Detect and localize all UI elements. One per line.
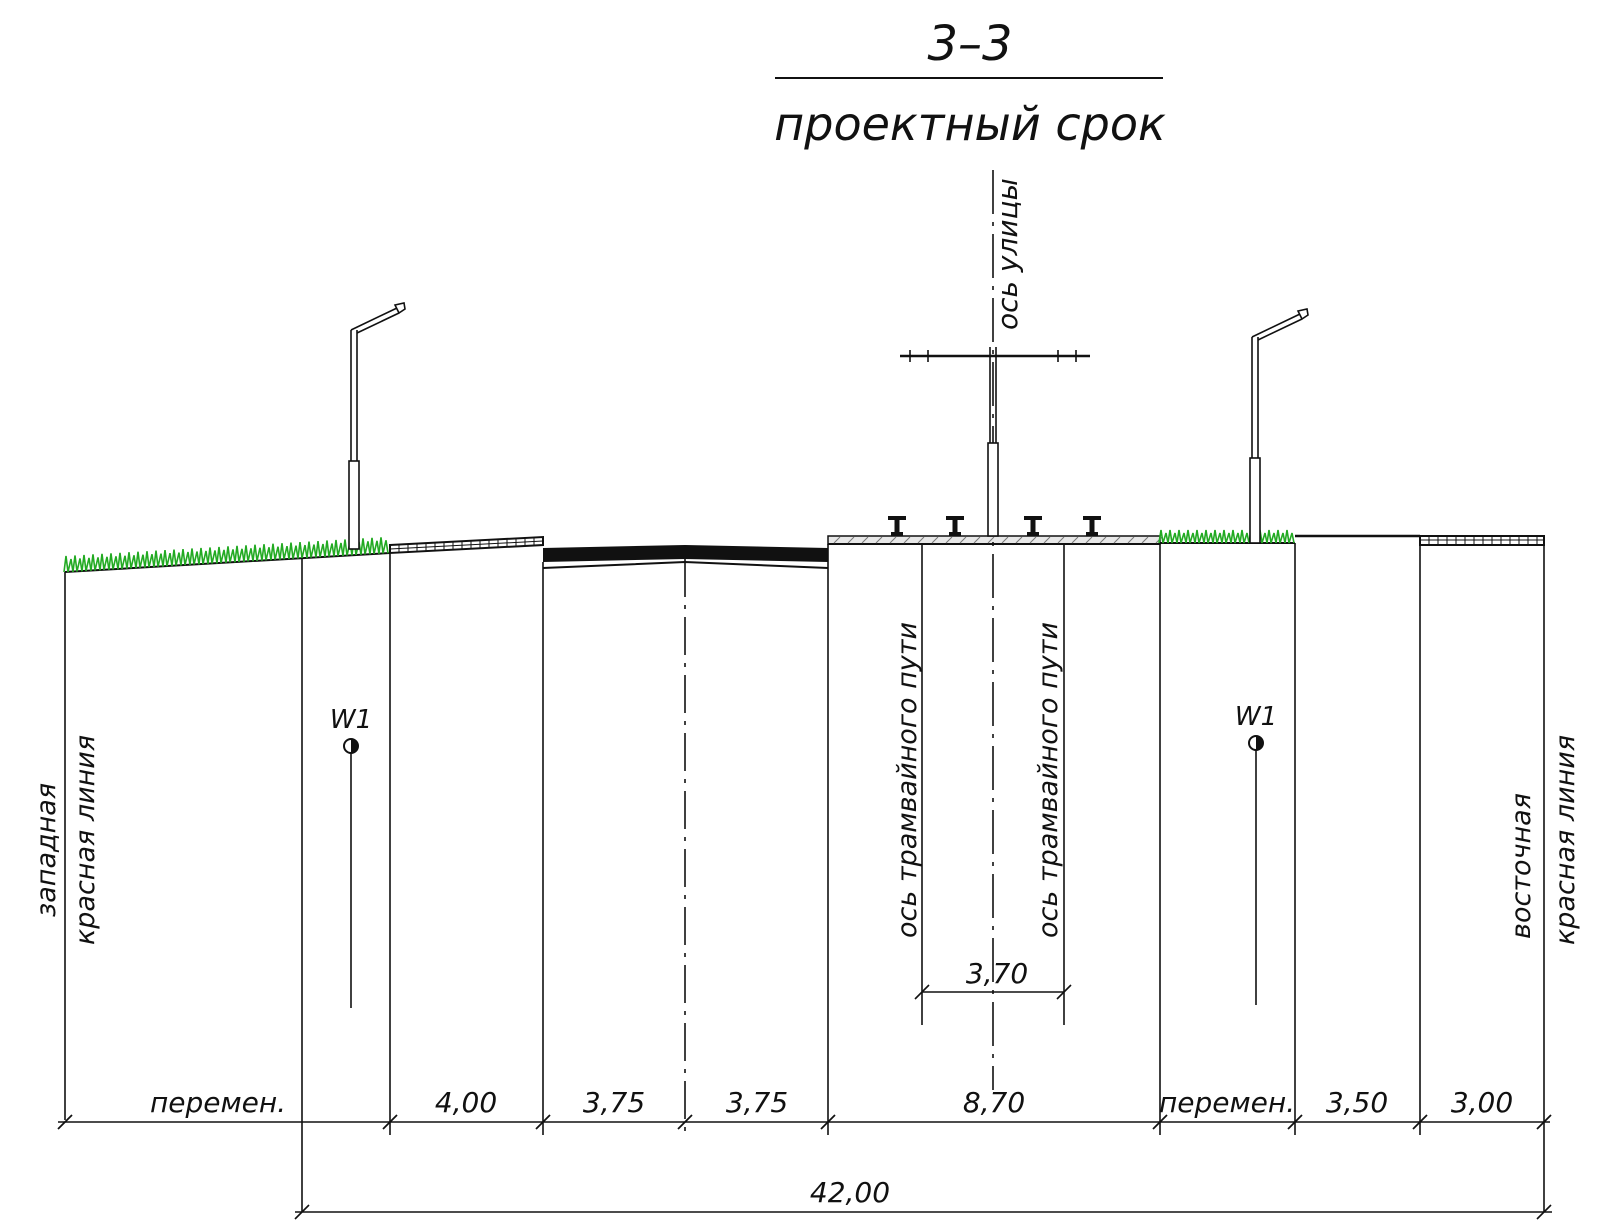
grass-left xyxy=(63,537,389,573)
segment-label: 8,70 xyxy=(963,1086,1025,1119)
east-red-line-label-1: восточная xyxy=(1506,793,1537,939)
tram-axis-right-label: ось трамвайного пути xyxy=(1033,622,1064,938)
boundary-lines xyxy=(64,543,1545,1212)
street-lamp-right xyxy=(1249,308,1309,544)
segment-label: 3,00 xyxy=(1451,1086,1513,1119)
segment-label: 3,75 xyxy=(726,1086,788,1119)
east-red-line-label-2: красная линия xyxy=(1550,735,1581,945)
grass-right xyxy=(1158,529,1295,544)
segment-label: перемен. xyxy=(1159,1086,1295,1119)
left-sidewalk xyxy=(389,535,544,555)
tram-track-bed xyxy=(827,535,1163,545)
catenary-pole xyxy=(900,347,1090,537)
section-subtitle: проектный срок xyxy=(774,97,1166,151)
street-lamp-left xyxy=(348,302,406,550)
segment-label: перемен. xyxy=(150,1086,286,1119)
drain-left: W1 xyxy=(330,705,372,1008)
segment-ticks xyxy=(57,1114,1552,1130)
drain-right: W1 xyxy=(1235,702,1277,1005)
segment-label: 3,75 xyxy=(583,1086,645,1119)
drain-right-label: W1 xyxy=(1235,702,1277,732)
total-dimension-line xyxy=(294,1204,1552,1220)
tram-axis-left-label: ось трамвайного пути xyxy=(892,622,923,938)
street-axis-label: ось улицы xyxy=(991,178,1024,330)
right-sidewalk xyxy=(1419,535,1545,546)
tram-gauge-value: 3,70 xyxy=(966,957,1028,990)
section-title: 3–3 xyxy=(927,16,1012,72)
total-dimension-value: 42,00 xyxy=(810,1176,890,1209)
west-red-line-label-1: западная xyxy=(31,783,62,917)
segment-label: 3,50 xyxy=(1326,1086,1388,1119)
left-green-strip xyxy=(64,552,391,573)
tram-rails xyxy=(888,516,1101,536)
west-red-line-label-2: красная линия xyxy=(70,735,101,945)
segment-label: 4,00 xyxy=(435,1086,497,1119)
drain-left-label: W1 xyxy=(330,705,372,735)
tram-gauge-dimension xyxy=(914,984,1072,1000)
